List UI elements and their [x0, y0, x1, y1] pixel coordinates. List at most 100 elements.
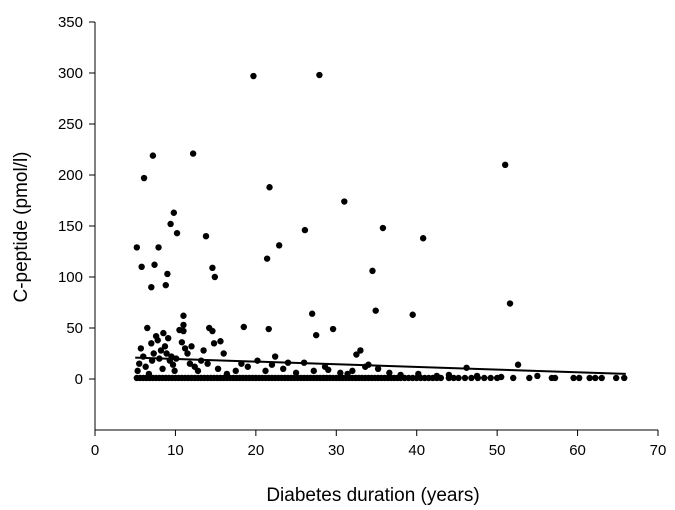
data-point: [379, 224, 387, 232]
x-tick-label: 0: [91, 442, 99, 459]
data-point: [292, 369, 300, 377]
data-point: [575, 374, 583, 382]
y-tick-label: 250: [58, 116, 83, 133]
x-axis-title: Diabetes duration (years): [266, 485, 479, 505]
data-point: [142, 363, 149, 370]
data-point: [481, 374, 488, 382]
data-point: [372, 307, 379, 314]
data-point: [308, 310, 316, 317]
data-point: [461, 374, 469, 382]
x-tick-label: 20: [248, 442, 265, 459]
data-point: [374, 365, 382, 372]
data-point: [148, 340, 155, 347]
data-point: [184, 350, 191, 357]
y-tick-label: 300: [58, 65, 83, 82]
data-point: [271, 353, 279, 360]
data-point: [445, 374, 453, 382]
data-point: [386, 369, 393, 377]
data-point: [325, 366, 332, 374]
data-point: [534, 372, 541, 380]
data-point: [510, 374, 517, 382]
data-point: [409, 311, 416, 318]
data-point: [526, 374, 533, 382]
y-tick-label: 50: [66, 320, 83, 337]
data-point: [180, 312, 187, 319]
data-point: [220, 350, 227, 357]
data-point: [612, 374, 620, 382]
data-point: [133, 244, 141, 251]
axes-layer: 0 10 20 30 40 50 60 70 0 50 100 150 200 250 300 350: [58, 14, 666, 459]
trend-line: [135, 356, 626, 375]
data-point: [160, 329, 167, 337]
data-point: [167, 220, 174, 228]
data-point: [419, 235, 427, 242]
data-point: [149, 152, 157, 159]
data-point: [437, 374, 445, 382]
data-point: [310, 367, 317, 375]
data-point: [487, 374, 494, 382]
data-point: [450, 374, 457, 382]
data-point: [178, 339, 186, 346]
data-point: [265, 325, 272, 333]
data-point: [202, 233, 210, 240]
data-point: [232, 367, 239, 375]
data-point: [312, 331, 320, 339]
data-point: [189, 150, 197, 157]
data-point: [140, 174, 148, 182]
data-point: [551, 374, 559, 382]
data-point: [186, 360, 194, 367]
data-point: [214, 365, 222, 372]
data-point: [455, 374, 462, 382]
data-point: [173, 229, 181, 237]
data-point: [493, 374, 501, 382]
data-point: [136, 360, 143, 367]
y-tick-label: 150: [58, 218, 83, 235]
data-point: [266, 184, 273, 191]
data-point: [501, 161, 509, 168]
data-point: [209, 327, 216, 335]
data-point: [164, 270, 171, 278]
data-point: [621, 374, 628, 382]
data-point: [171, 367, 178, 375]
data-point: [586, 374, 593, 382]
data-point: [506, 300, 514, 307]
data-point: [217, 338, 224, 345]
x-tick-label: 40: [408, 442, 425, 459]
data-point: [570, 374, 577, 382]
data-point: [137, 345, 145, 352]
y-axis-title: C-peptide (pmol/l): [11, 152, 32, 303]
data-point: [157, 347, 165, 354]
data-point: [262, 367, 269, 375]
y-tick-label: 100: [58, 269, 83, 286]
data-point: [200, 347, 207, 354]
data-point: [148, 284, 155, 291]
y-tick-label: 200: [58, 167, 83, 184]
data-point: [163, 350, 170, 357]
data-point: [210, 340, 218, 347]
data-point: [170, 209, 178, 216]
data-point: [144, 324, 151, 332]
data-point: [154, 337, 161, 344]
data-point: [329, 325, 337, 333]
data-point: [150, 350, 157, 357]
data-point: [349, 367, 356, 375]
data-point: [598, 374, 605, 382]
data-point: [204, 360, 211, 367]
data-point: [138, 263, 145, 270]
data-point: [341, 198, 348, 205]
x-tick-label: 60: [569, 442, 586, 459]
data-point: [180, 321, 187, 329]
points-layer: [133, 71, 628, 382]
data-point: [164, 335, 172, 342]
data-point: [209, 264, 216, 272]
data-point: [181, 345, 189, 352]
data-point: [244, 363, 252, 370]
data-point: [592, 374, 599, 382]
x-tick-label: 70: [650, 442, 667, 459]
data-point: [151, 261, 158, 268]
x-tick-label: 10: [167, 442, 184, 459]
data-point: [316, 71, 323, 79]
data-point: [161, 343, 169, 350]
